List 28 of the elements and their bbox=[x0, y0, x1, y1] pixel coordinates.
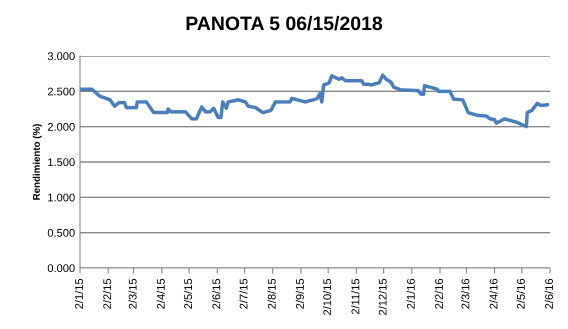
x-tick-label: 2/11/15 bbox=[351, 278, 360, 314]
x-tick-label: 2/6/15 bbox=[212, 278, 220, 309]
y-tick-label: 1.000 bbox=[48, 194, 75, 202]
x-tick-label: 2/4/16 bbox=[489, 278, 498, 309]
x-tick-label: 2/4/15 bbox=[156, 278, 165, 309]
x-tick-label: 2/2/16 bbox=[434, 278, 443, 309]
x-tick-label: 2/9/15 bbox=[296, 278, 304, 309]
x-tick-label: 2/7/15 bbox=[239, 278, 248, 309]
x-tick-label: 2/12/15 bbox=[378, 278, 387, 315]
y-tick-label: 1.500 bbox=[48, 158, 75, 166]
x-tick-label: 2/6/16 bbox=[544, 278, 553, 309]
x-tick-label: 2/5/16 bbox=[516, 278, 525, 309]
y-tick-label: 0.000 bbox=[48, 264, 75, 272]
x-tick-label: 2/3/15 bbox=[128, 278, 137, 309]
x-tick-label: 2/1/16 bbox=[406, 278, 415, 309]
line-series bbox=[80, 73, 550, 128]
x-tick-label: 2/8/15 bbox=[268, 278, 276, 309]
x-tick-label: 2/10/15 bbox=[323, 278, 332, 315]
x-tick-label: 2/2/15 bbox=[103, 278, 112, 309]
y-axis-title: Rendimiento (%) bbox=[32, 124, 42, 200]
y-tick-label: 3.000 bbox=[48, 52, 75, 60]
x-tick-label: 2/1/15 bbox=[74, 278, 83, 309]
chart-title: PANOTA 5 06/15/2018 bbox=[186, 16, 382, 30]
y-tick-label: 2.500 bbox=[48, 88, 75, 96]
x-tick-label: 2/3/16 bbox=[461, 278, 470, 309]
y-tick-label: 0.500 bbox=[48, 228, 75, 237]
x-tick-label: 2/5/15 bbox=[184, 278, 192, 309]
y-tick-label: 2.000 bbox=[48, 122, 75, 131]
